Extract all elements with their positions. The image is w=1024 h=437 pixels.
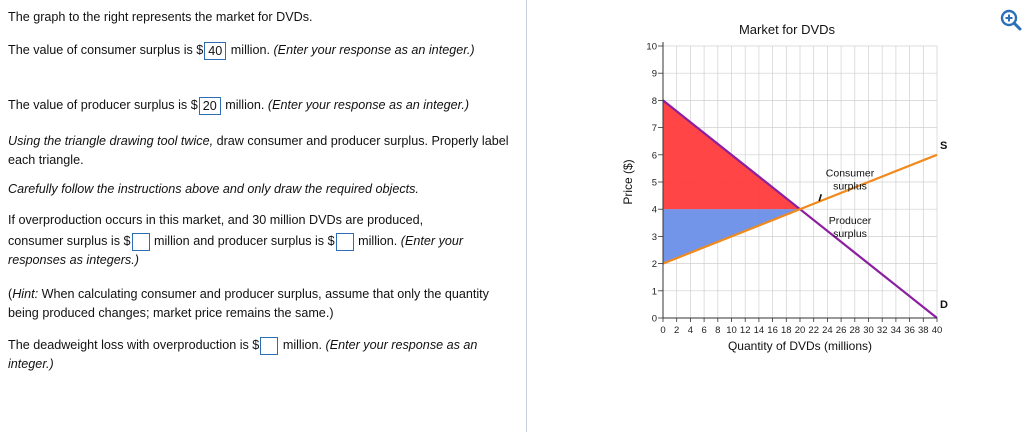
over-cs-prefix: consumer surplus is $	[8, 234, 131, 248]
producer-surplus-question: The value of producer surplus is $20 mil…	[8, 96, 518, 115]
overproduction-question: If overproduction occurs in this market,…	[8, 211, 518, 270]
y-tick-label: 6	[652, 150, 657, 161]
ps-prefix: The value of producer surplus is $	[8, 98, 198, 112]
x-tick-label: 8	[715, 325, 720, 336]
cursor-mark	[818, 194, 823, 202]
x-tick-label: 30	[863, 325, 874, 336]
over-suffix: million.	[354, 234, 401, 248]
chart-title: Market for DVDs	[739, 22, 836, 37]
zoom-in-icon[interactable]	[1000, 9, 1022, 31]
y-tick-label: 4	[652, 205, 657, 216]
market-chart[interactable]: Market for DVDs DSConsumersurplusProduce…	[528, 0, 1024, 432]
deadweight-loss-answer-box[interactable]	[260, 336, 279, 355]
curve-s	[662, 153, 938, 265]
dwl-hint: (Enter your response as an integer.)	[8, 338, 478, 371]
dwl-prefix: The deadweight loss with overproduction …	[8, 338, 260, 352]
x-tick-label: 38	[918, 325, 929, 336]
x-axis-label: Quantity of DVDs (millions)	[728, 339, 872, 353]
cs-hint: (Enter your response as an integer.)	[273, 43, 475, 57]
y-axis-label: Price ($)	[621, 159, 635, 204]
x-tick-label: 28	[850, 325, 861, 336]
x-tick-label: 2	[674, 325, 679, 336]
x-tick-label: 18	[781, 325, 792, 336]
x-tick-label: 10	[726, 325, 737, 336]
x-tick-label: 22	[808, 325, 819, 336]
y-tick-label: 5	[652, 178, 657, 189]
producer-surplus-label-line2: surplus	[833, 228, 867, 240]
drawing-instruction: Using the triangle drawing tool twice, d…	[8, 132, 518, 170]
producer-surplus-label-line1: Producer	[829, 215, 872, 227]
producer-surplus-answer-box[interactable]: 20	[198, 96, 221, 115]
question-panel: The graph to the right represents the ma…	[8, 0, 527, 432]
graph-panel: Market for DVDs D S Consumer surplus Produce…	[528, 0, 1024, 432]
y-tick-label: 7	[652, 123, 657, 134]
y-tick-label: 3	[652, 232, 657, 243]
overproduction-cs-answer-box[interactable]	[131, 232, 150, 251]
ps-hint: (Enter your response as an integer.)	[267, 98, 470, 112]
draw-instr-rest: draw consumer and producer surplus. Prop…	[8, 134, 509, 167]
cs-prefix: The value of consumer surplus is $	[8, 43, 204, 57]
x-tick-label: 0	[660, 325, 665, 336]
draw-instr-italic: Using the triangle drawing tool twice,	[8, 134, 214, 148]
over-mid: million and producer surplus is $	[150, 234, 335, 248]
hint-open: (	[8, 287, 13, 301]
ps-suffix: million.	[221, 98, 268, 112]
dwl-suffix: million.	[279, 338, 326, 352]
y-tick-label: 2	[652, 259, 657, 270]
y-tick-label: 10	[646, 42, 657, 53]
over-hint: (Enter your responses as integers.)	[8, 234, 464, 267]
y-tick-label: 1	[652, 286, 657, 297]
x-tick-label: 4	[688, 325, 693, 336]
consumer-surplus-answer-box[interactable]: 40	[204, 41, 227, 60]
over-line1: If overproduction occurs in this market,…	[8, 213, 424, 227]
x-tick-label: 24	[822, 325, 833, 336]
x-tick-label: 34	[891, 325, 902, 336]
x-tick-label: 14	[754, 325, 765, 336]
careful-instruction: Carefully follow the instructions above …	[8, 182, 419, 196]
y-tick-label: 8	[652, 96, 657, 107]
overproduction-ps-answer-box[interactable]	[335, 232, 354, 251]
curve-label-d: D	[940, 299, 948, 311]
x-tick-label: 26	[836, 325, 847, 336]
x-tick-label: 6	[701, 325, 706, 336]
axis-layer: 0 2 4 6 8 10 12 14 16 18 20 22 24 26 28 30 32 34 36 38 40012…	[646, 42, 942, 337]
consumer-surplus-question: The value of consumer surplus is $40 mil…	[8, 41, 518, 60]
x-tick-label: 40	[932, 325, 943, 336]
x-tick-label: 32	[877, 325, 888, 336]
cs-suffix: million.	[227, 43, 274, 57]
deadweight-loss-question: The deadweight loss with overproduction …	[8, 336, 518, 374]
y-tick-label: 0	[652, 314, 657, 325]
intro-text: The graph to the right represents the ma…	[8, 10, 313, 24]
curve-label-s: S	[940, 140, 947, 152]
x-tick-label: 20	[795, 325, 806, 336]
x-tick-label: 16	[767, 325, 778, 336]
hint-body: When calculating consumer and producer s…	[8, 287, 489, 320]
x-tick-label: 36	[904, 325, 915, 336]
y-tick-label: 9	[652, 69, 657, 80]
hint-label: Hint:	[12, 287, 39, 301]
x-tick-label: 12	[740, 325, 751, 336]
consumer-surplus-label-line2: surplus	[833, 181, 867, 193]
hint-text: (Hint: When calculating consumer and pro…	[8, 285, 518, 323]
consumer-surplus-label-line1: Consumer	[826, 168, 875, 180]
